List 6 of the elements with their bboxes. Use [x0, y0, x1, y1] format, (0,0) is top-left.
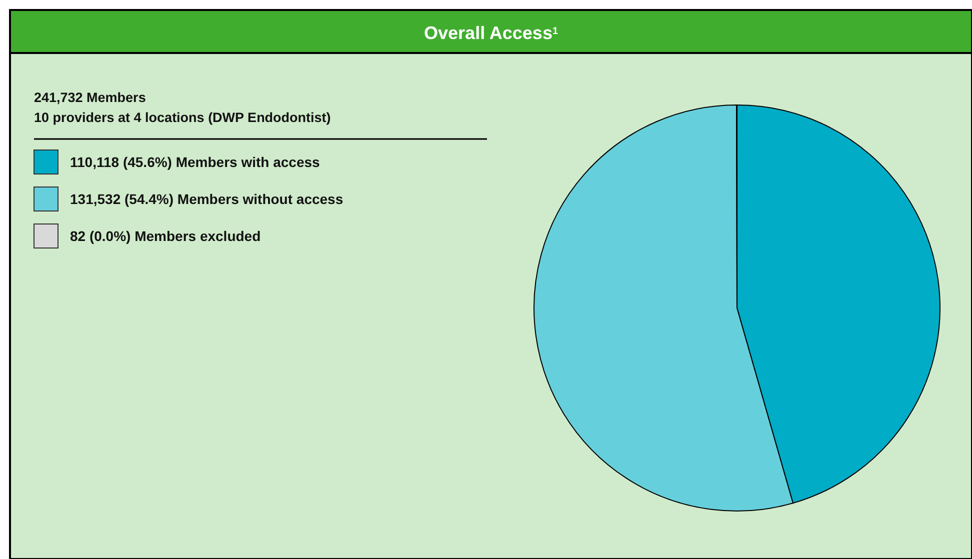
text: 10 providers at 4 locations (DWP Endodontist): [34, 110, 331, 125]
chart-title: Overall Access$^{1}$: [424, 23, 558, 43]
legend-label: 110,118 (45.6%) Members with access: [70, 154, 320, 170]
legend-label: 82 (0.0%) Members excluded: [70, 228, 261, 244]
chart-subtitle: 241,732 Members: [34, 90, 146, 105]
legend-label: 131,532 (54.4%) Members without access: [70, 191, 344, 207]
